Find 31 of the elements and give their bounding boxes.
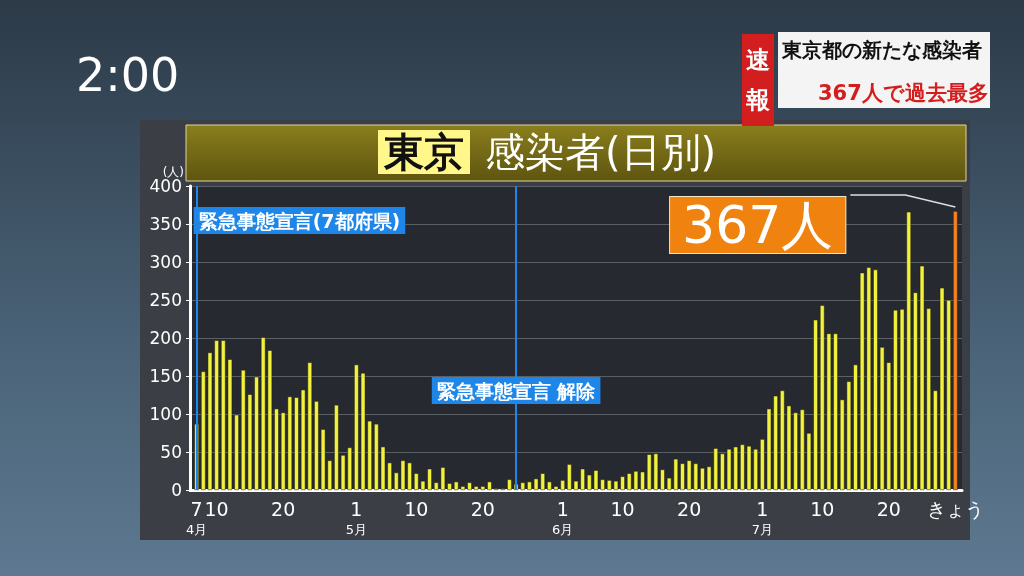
x-tick-label: 10: [204, 498, 229, 520]
y-tick-label: 300: [149, 252, 182, 272]
x-tick-label: 10: [810, 498, 835, 520]
x-tick-label: きょう: [926, 498, 984, 520]
y-tick-label: 150: [149, 366, 182, 386]
y-axis-title: (人): [162, 164, 184, 179]
x-tick-label: 10: [610, 498, 635, 520]
x-tick-label: 1 7月: [751, 498, 773, 537]
y-tick-label: 50: [160, 442, 182, 462]
x-tick-label: 10: [404, 498, 429, 520]
bar: [953, 211, 958, 490]
text: 2:00: [76, 48, 180, 102]
x-tick-label: 20: [876, 498, 901, 520]
chart-subtitle: 感染者(日別): [485, 129, 717, 175]
x-tick-label: 1 6月: [552, 498, 574, 537]
chart-title: 東京: [383, 129, 464, 175]
x-tick-label: 20: [271, 498, 296, 520]
y-tick-label: 100: [149, 404, 182, 424]
ref-line-label: 緊急事態宣言 解除: [436, 379, 597, 402]
text: 東京都の新たな感染者: [781, 38, 982, 62]
text: 速報: [745, 46, 770, 114]
x-tick-label: 20: [470, 498, 495, 520]
y-tick-label: 250: [149, 290, 182, 310]
text: 367人で過去最多: [818, 80, 989, 105]
y-tick-label: 350: [149, 214, 182, 234]
y-tick-label: 0: [171, 480, 182, 500]
y-tick-label: 200: [149, 328, 182, 348]
ref-line-label: 緊急事態宣言(7都府県): [198, 209, 401, 232]
x-tick-label: 20: [677, 498, 702, 520]
x-tick-label: 1 5月: [345, 498, 368, 537]
annotation: 367人: [682, 195, 834, 256]
